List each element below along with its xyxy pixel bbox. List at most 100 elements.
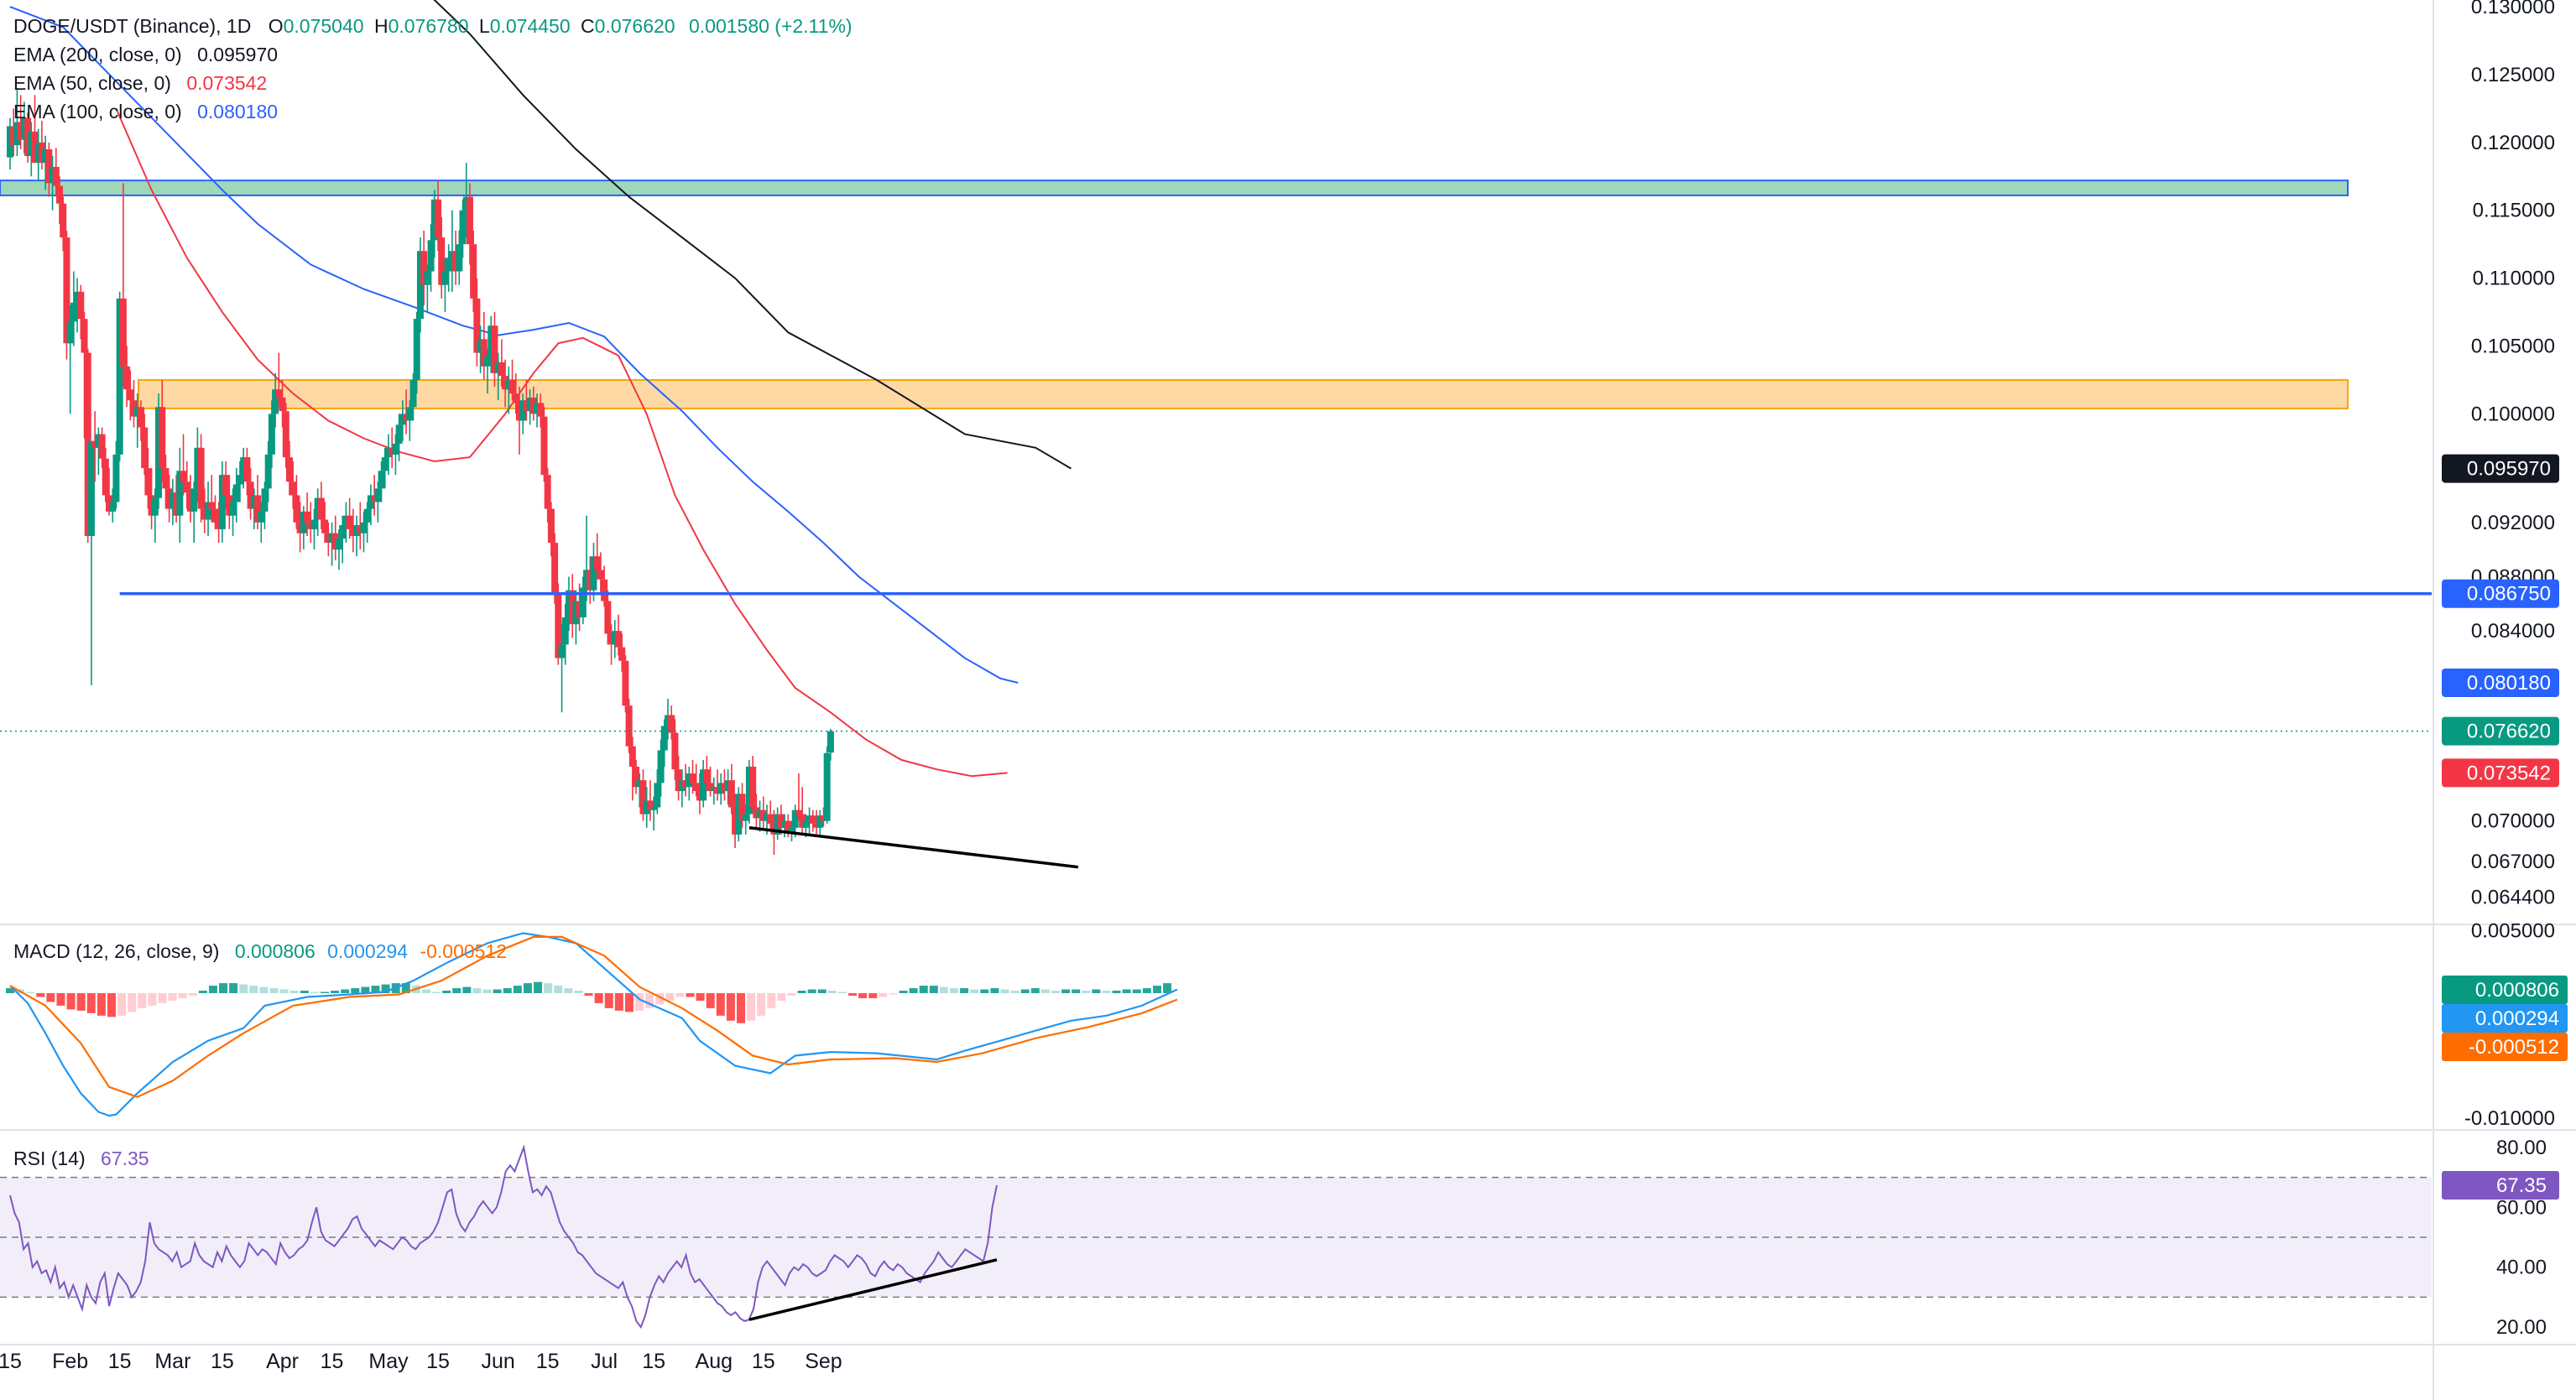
candle: [381, 447, 388, 489]
candle-body: [109, 502, 117, 512]
candle-body: [173, 492, 180, 516]
price-tick-label: 0.125000: [2471, 64, 2555, 86]
candle: [745, 759, 753, 824]
candle: [395, 414, 403, 461]
macd-histogram-bar: [1010, 991, 1019, 994]
candle: [38, 120, 45, 170]
macd-histogram-bar: [1122, 989, 1131, 994]
macd-legend[interactable]: MACD (12, 26, close, 9) 0.000806 0.00029…: [13, 937, 507, 965]
macd-histogram-bar: [289, 991, 299, 994]
candle: [788, 820, 795, 841]
macd-histogram-bar: [614, 993, 623, 1011]
price-axis[interactable]: 0.130000 0.125000 0.120000 0.115000 0.110000…: [2442, 0, 2568, 1339]
price-label-bg: [2442, 669, 2559, 697]
macd-histogram-bar: [279, 989, 289, 994]
candle-body: [625, 705, 633, 747]
candle: [491, 312, 498, 388]
macd-histogram-bar: [300, 991, 309, 994]
candle: [218, 461, 226, 544]
candle: [678, 769, 686, 808]
candle-body: [91, 440, 99, 448]
candle: [675, 756, 682, 801]
macd-histogram-bar: [452, 988, 461, 994]
candle: [424, 264, 431, 313]
macd-histogram-bar: [665, 993, 675, 1001]
high-value: 0.076780: [388, 15, 469, 37]
candle: [148, 468, 155, 529]
candle-body: [813, 823, 821, 828]
candle-body: [250, 495, 258, 509]
macd-histogram-bar: [1092, 989, 1101, 994]
candle: [162, 454, 169, 509]
candle: [686, 766, 693, 801]
candle: [208, 475, 216, 523]
candle-body: [226, 495, 233, 516]
candle: [579, 576, 587, 625]
candle-body: [81, 319, 88, 353]
macd-signal-line: [9, 935, 1178, 1098]
candle-body: [127, 389, 134, 401]
candle-body: [133, 407, 141, 417]
candle: [159, 379, 166, 482]
candle-body: [56, 185, 64, 204]
macd-histogram-bar: [76, 993, 86, 1011]
macd-histogram-bar: [635, 993, 644, 1011]
candle: [141, 414, 149, 476]
macd-histogram-bar: [107, 993, 116, 1017]
ema100-row[interactable]: EMA (100, close, 0) 0.080180: [13, 97, 853, 126]
candle-body: [335, 539, 342, 550]
candle-body: [601, 579, 608, 601]
candle-body: [660, 726, 668, 751]
candle: [498, 339, 505, 388]
macd-histogram-bar: [868, 993, 878, 998]
candle: [452, 231, 460, 285]
macd-histogram-bar: [482, 989, 492, 994]
candle: [119, 183, 127, 388]
change-value: 0.001580 (+2.11%): [688, 15, 853, 37]
candle-body: [151, 497, 159, 516]
time-tick-label: 15: [426, 1350, 450, 1373]
candle: [109, 488, 117, 523]
candle-body: [788, 827, 795, 832]
candle: [268, 400, 275, 469]
macd-histogram-bar: [503, 988, 512, 994]
candle-body: [130, 400, 138, 417]
candle-body: [671, 732, 679, 770]
candle: [689, 759, 696, 794]
macd-histogram-bar: [351, 988, 360, 994]
candle-body: [438, 237, 446, 285]
ema200-value: 0.095970: [197, 44, 279, 65]
macd-histogram-bar: [777, 993, 786, 1001]
candle-body: [254, 495, 262, 523]
candle-body: [218, 475, 226, 529]
high-key: H: [373, 15, 388, 37]
time-axis[interactable]: 15 Feb 15 Mar 15 Apr 15 May 15 Jun 15 Jul 15 Aug 15 Sep: [0, 1350, 842, 1373]
candle-body: [526, 397, 534, 412]
candle-body: [328, 533, 336, 544]
macd-histogram-bar: [848, 993, 858, 996]
macd-histogram-bar: [899, 991, 908, 994]
candle-body: [28, 131, 35, 157]
candle-body: [279, 397, 286, 412]
rsi-legend[interactable]: RSI (14) 67.35: [13, 1144, 149, 1173]
candle: [759, 796, 767, 828]
ema200-row[interactable]: EMA (200, close, 0) 0.095970: [13, 40, 853, 69]
candle-body: [314, 497, 321, 520]
candle-body: [827, 731, 834, 753]
ema50-row[interactable]: EMA (50, close, 0) 0.073542: [13, 69, 853, 97]
candle-body: [367, 495, 374, 509]
candle: [371, 475, 378, 516]
macd-histogram-bar: [26, 991, 35, 994]
candle-body: [77, 291, 85, 320]
candle: [710, 777, 717, 805]
candle-body: [820, 815, 827, 821]
candle-body: [452, 251, 460, 272]
candle: [607, 624, 615, 665]
symbol-label[interactable]: DOGE/USDT (Binance), 1D: [13, 15, 252, 37]
macd-histogram-bar: [939, 986, 948, 994]
candle: [480, 312, 488, 380]
time-tick-label: 15: [321, 1350, 344, 1373]
candle-body: [809, 815, 816, 824]
macd-histogram-bar: [564, 988, 573, 994]
